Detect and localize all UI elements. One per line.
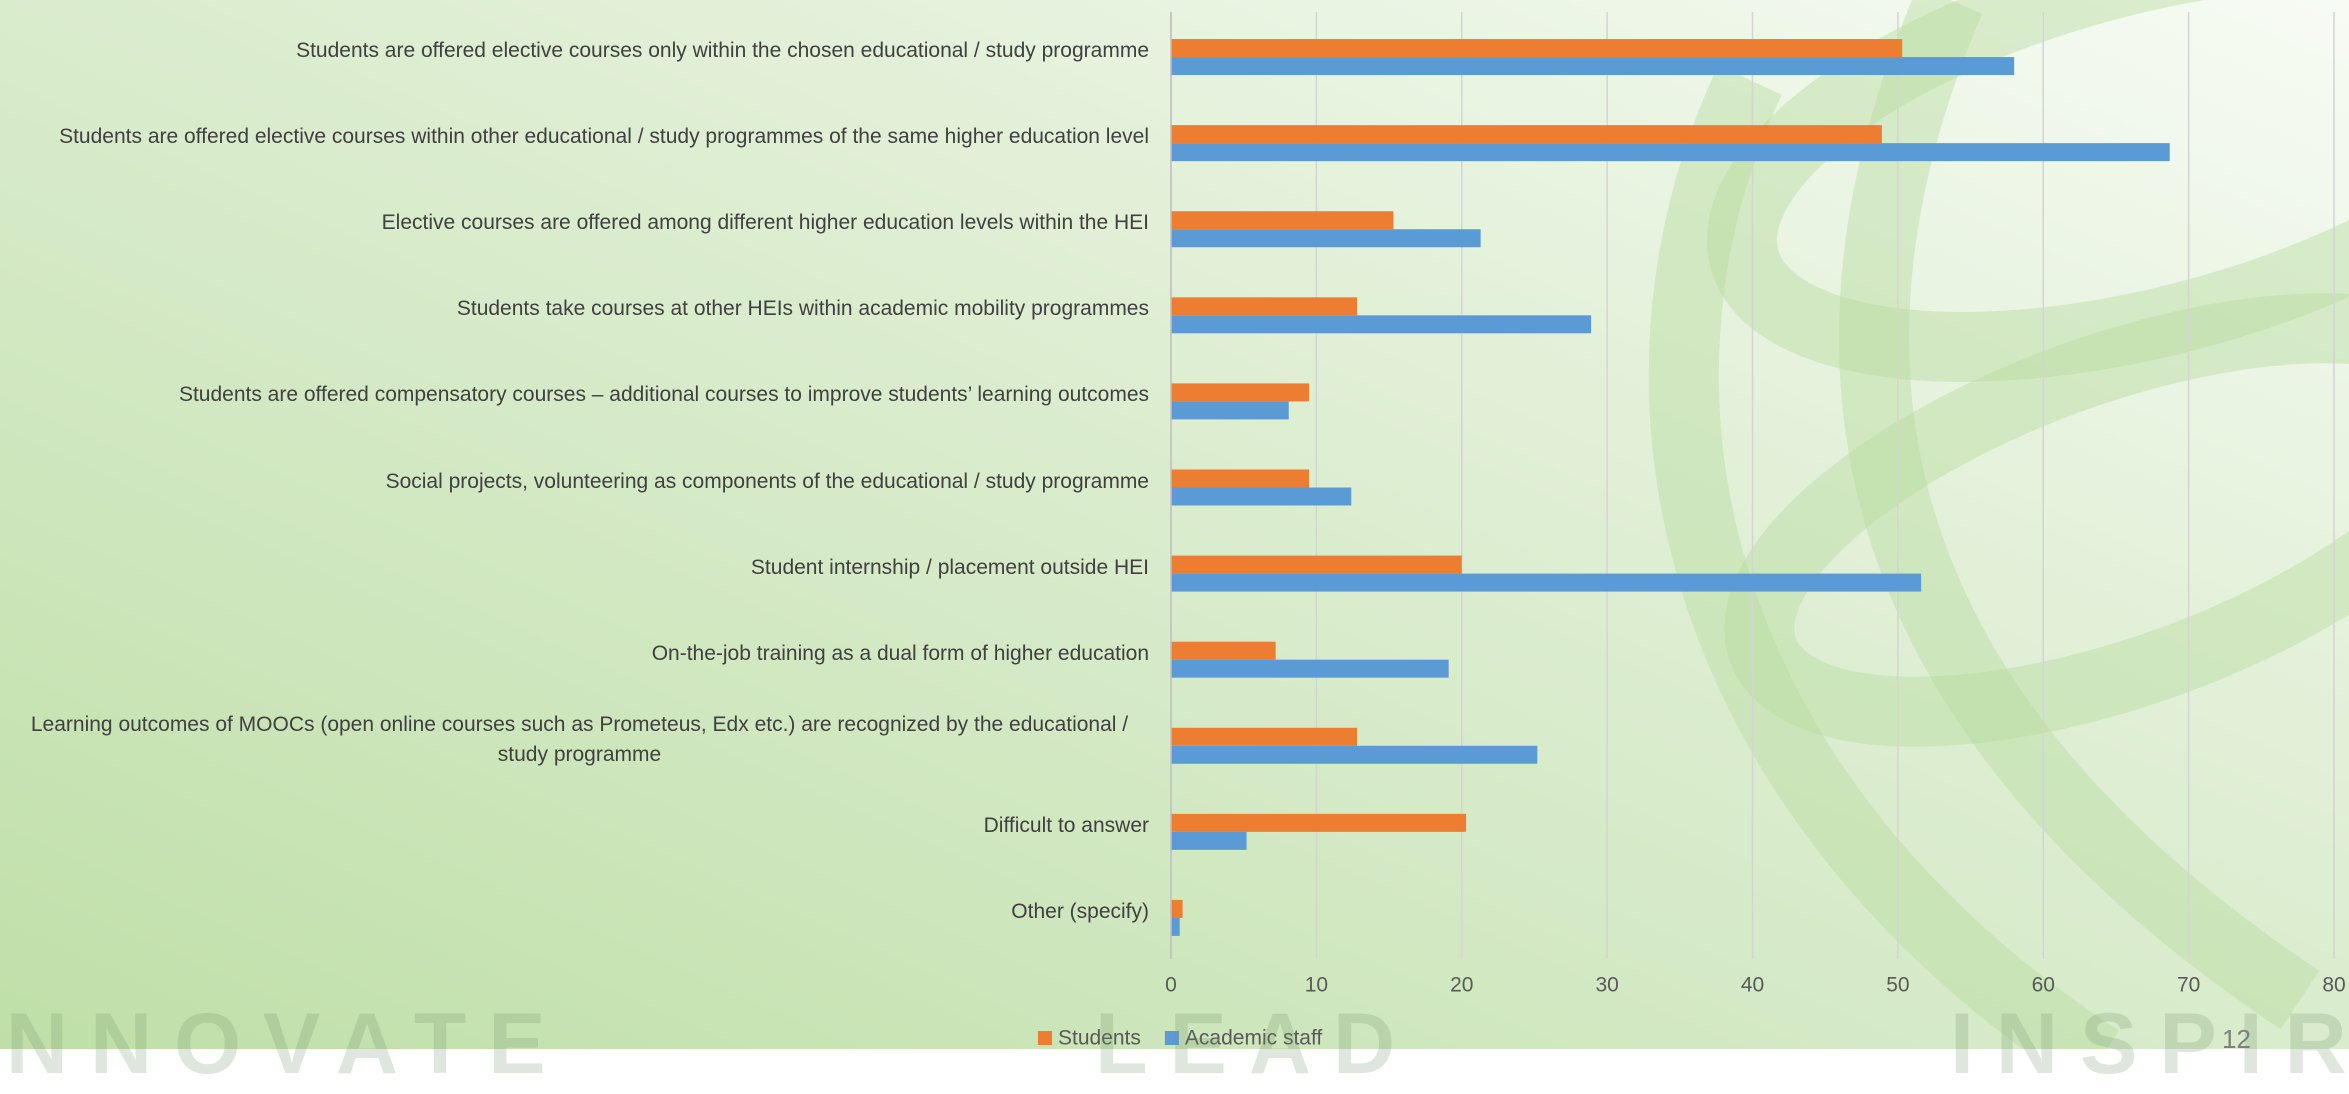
x-tick-label: 70	[2177, 974, 2200, 997]
category-label-box: Other (specify)	[10, 897, 1149, 927]
bar	[1171, 315, 1592, 334]
legend-swatch	[1038, 1031, 1052, 1045]
y-tick-label: On-the-job training as a dual form of hi…	[651, 641, 1149, 665]
page-number: 12	[2222, 1024, 2251, 1054]
category-label-box: Students take courses at other HEIs with…	[10, 294, 1149, 324]
ribbons	[1648, 0, 2349, 1049]
y-tick-label: Student internship / placement outside H…	[750, 555, 1149, 579]
y-tick-label: Students are offered compensatory course…	[178, 383, 1149, 407]
bar	[1171, 831, 1247, 850]
bar	[1171, 211, 1394, 230]
bar	[1171, 573, 1922, 592]
x-tick-label: 10	[1305, 974, 1328, 997]
category-label-box: Social projects, volunteering as compone…	[10, 467, 1149, 497]
x-tick-label: 20	[1450, 974, 1473, 997]
bar	[1171, 555, 1462, 574]
y-tick-label: Learning outcomes of MOOCs (open online …	[30, 712, 1129, 766]
x-tick-label: 60	[2032, 974, 2055, 997]
bar	[1171, 917, 1180, 936]
x-tick-label: 50	[1886, 974, 1909, 997]
bar	[1171, 401, 1289, 420]
category-label-box: Students are offered elective courses on…	[10, 36, 1149, 66]
y-tick-label: Social projects, volunteering as compone…	[385, 469, 1149, 493]
bar	[1171, 125, 1882, 144]
bar	[1171, 57, 2015, 76]
watermark: INSPIRE	[1950, 996, 2349, 1092]
chart: 0 10 20 30 40 50 60 70 80 Students Academic staff	[0, 0, 2349, 1049]
y-tick-label: Students are offered elective courses wi…	[59, 125, 1149, 149]
y-tick-label: Students take courses at other HEIs with…	[456, 297, 1149, 321]
category-label-box: Elective courses are offered among diffe…	[10, 208, 1149, 238]
bar	[1171, 229, 1481, 248]
x-tick-label: 30	[1595, 974, 1618, 997]
y-tick-label: Difficult to answer	[983, 813, 1149, 837]
legend-swatch	[1164, 1031, 1179, 1045]
bar	[1171, 899, 1183, 918]
bar	[1171, 487, 1352, 506]
bar	[1171, 383, 1310, 402]
category-label-box: On-the-job training as a dual form of hi…	[10, 639, 1149, 669]
background	[0, 0, 2349, 1049]
y-tick-label: Elective courses are offered among diffe…	[381, 211, 1149, 235]
category-label-box: Students are offered compensatory course…	[10, 380, 1149, 410]
bar	[1171, 813, 1467, 832]
x-tick-label: 80	[2322, 974, 2345, 997]
y-tick-label: Other (specify)	[1011, 899, 1149, 923]
bar	[1171, 641, 1276, 660]
bar	[1171, 39, 1903, 58]
category-label-box: Learning outcomes of MOOCs (open online …	[10, 710, 1149, 770]
bar	[1171, 659, 1449, 678]
bar	[1171, 297, 1358, 316]
watermark: INNOVATE	[0, 996, 568, 1092]
bar	[1171, 745, 1538, 764]
bar	[1171, 143, 2170, 162]
x-tick-label: 0	[1165, 974, 1177, 997]
category-label-box: Students are offered elective courses wi…	[10, 122, 1149, 152]
category-label-box: Student internship / placement outside H…	[10, 553, 1149, 583]
bar	[1171, 727, 1358, 746]
legend-label: Academic staff	[1185, 1027, 1323, 1049]
watermark: LEAD	[1095, 996, 1418, 1092]
bar	[1171, 469, 1310, 488]
category-label-box: Difficult to answer	[10, 811, 1149, 841]
y-tick-label: Students are offered elective courses on…	[296, 39, 1149, 63]
legend-label: Students	[1058, 1027, 1141, 1049]
x-tick-label: 40	[1741, 974, 1764, 997]
